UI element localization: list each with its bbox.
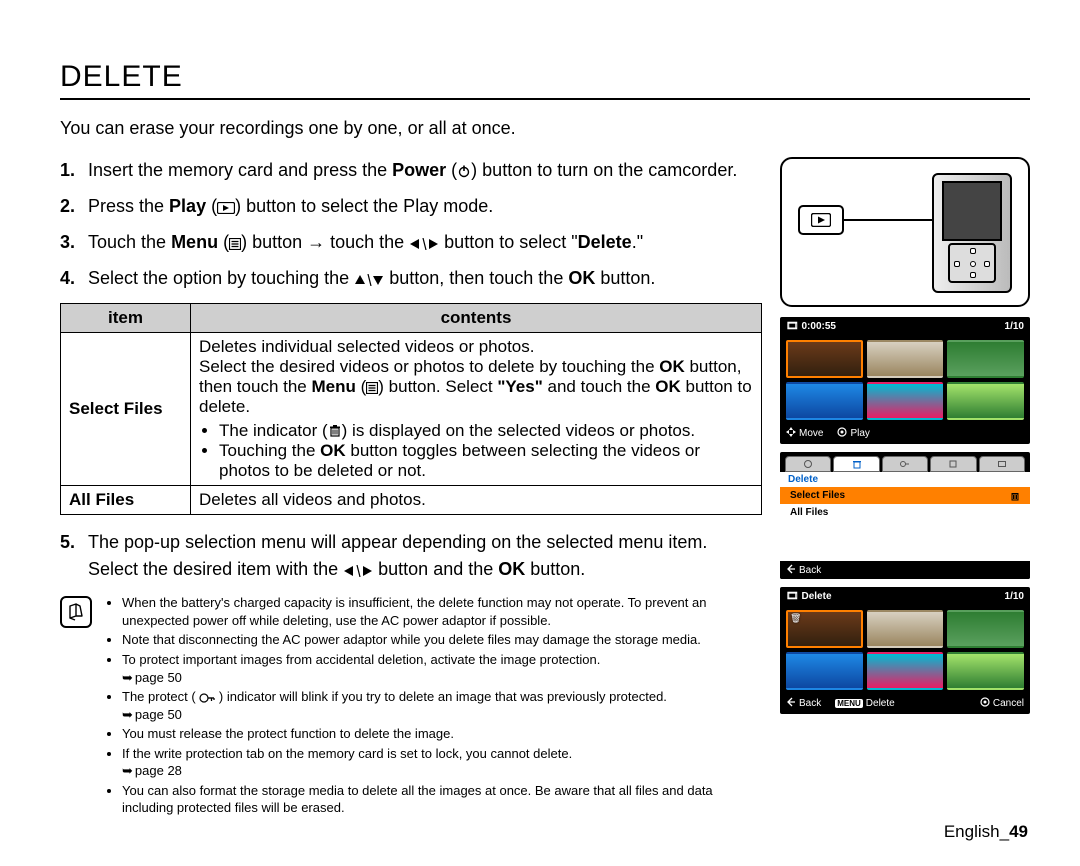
table-row: All Files Deletes all videos and photos. bbox=[61, 485, 762, 514]
up-down-icon bbox=[354, 274, 384, 286]
thumbnail-grid bbox=[780, 336, 1030, 424]
select-files-label: Select Files bbox=[61, 332, 191, 485]
thumbnail bbox=[947, 382, 1024, 420]
counter-text: 1/10 bbox=[1005, 591, 1024, 602]
table-row: Select Files Deletes individual selected… bbox=[61, 332, 762, 485]
menu-footer: Back bbox=[780, 561, 1030, 579]
thumbnail bbox=[786, 382, 863, 420]
menu-body: Select Files All Files bbox=[780, 487, 1030, 561]
header-item: item bbox=[61, 303, 191, 332]
all-files-label: All Files bbox=[61, 485, 191, 514]
play-button-callout bbox=[798, 205, 844, 235]
page-footer: English_49 bbox=[944, 822, 1028, 842]
thumbnail-grid: 🗑 bbox=[780, 606, 1030, 694]
thumbnail bbox=[947, 340, 1024, 378]
menu-tabs bbox=[780, 452, 1030, 472]
left-column: Insert the memory card and press the Pow… bbox=[60, 157, 762, 819]
callout-line bbox=[844, 219, 934, 221]
steps-list: Insert the memory card and press the Pow… bbox=[60, 157, 762, 293]
left-right-icon bbox=[409, 238, 439, 250]
right-column: 🎞 0:00:55 1/10 Move Play Delet bbox=[780, 157, 1030, 819]
dpad-icon bbox=[786, 427, 796, 437]
lcd-screen-delete: 🎞 Delete 1/10 🗑 Back MENUDelete Cancel bbox=[780, 587, 1030, 714]
menu-icon bbox=[366, 382, 378, 394]
menu-item-all-files: All Files bbox=[780, 504, 1030, 521]
table-header-row: item contents bbox=[61, 303, 762, 332]
options-table: item contents Select Files Deletes indiv… bbox=[60, 303, 762, 515]
play-mode-icon bbox=[217, 202, 235, 214]
ok-icon bbox=[980, 697, 990, 707]
step-4: Select the option by touching the button… bbox=[60, 265, 762, 293]
header-contents: contents bbox=[191, 303, 762, 332]
trash-icon bbox=[328, 424, 342, 438]
notes-block: When the battery's charged capacity is i… bbox=[60, 594, 762, 819]
step-5: The pop-up selection menu will appear de… bbox=[60, 529, 762, 585]
lcd-screen-menu: Delete Select Files All Files Back bbox=[780, 452, 1030, 579]
note-icon bbox=[60, 596, 92, 628]
cancel-hint: Cancel bbox=[980, 697, 1024, 709]
menu-tab bbox=[930, 456, 976, 472]
menu-badge: MENU bbox=[835, 699, 863, 708]
back-hint: Back bbox=[786, 697, 821, 709]
move-hint: Move bbox=[786, 427, 823, 439]
content-columns: Insert the memory card and press the Pow… bbox=[60, 157, 1030, 819]
thumbnail bbox=[867, 382, 944, 420]
back-icon bbox=[786, 564, 796, 574]
steps-list-2: The pop-up selection menu will appear de… bbox=[60, 529, 762, 585]
left-right-icon bbox=[343, 565, 373, 577]
delete-hint: MENUDelete bbox=[835, 698, 894, 709]
menu-icon bbox=[229, 238, 241, 250]
step-1: Insert the memory card and press the Pow… bbox=[60, 157, 762, 185]
page-title: DELETE bbox=[60, 60, 1030, 100]
notes-list: When the battery's charged capacity is i… bbox=[104, 594, 762, 819]
ok-icon bbox=[837, 427, 847, 437]
thumbnail bbox=[786, 652, 863, 690]
thumbnail: 🗑 bbox=[786, 610, 863, 648]
menu-tab bbox=[979, 456, 1025, 472]
intro-text: You can erase your recordings one by one… bbox=[60, 118, 1030, 139]
lcd-screen-thumbnails: 🎞 0:00:55 1/10 Move Play bbox=[780, 317, 1030, 444]
manual-page: DELETE You can erase your recordings one… bbox=[0, 0, 1080, 866]
menu-item-select-files: Select Files bbox=[780, 487, 1030, 504]
menu-tab-active bbox=[833, 456, 879, 472]
step-3: Touch the Menu () button → touch the but… bbox=[60, 229, 762, 257]
power-icon bbox=[457, 164, 471, 178]
film-icon: 🎞 0:00:55 bbox=[786, 321, 836, 332]
all-files-desc: Deletes all videos and photos. bbox=[191, 485, 762, 514]
counter-text: 1/10 bbox=[1005, 321, 1024, 332]
menu-tab bbox=[882, 456, 928, 472]
step-2: Press the Play () button to select the P… bbox=[60, 193, 762, 221]
menu-tab bbox=[785, 456, 831, 472]
thumbnail bbox=[867, 652, 944, 690]
camcorder-illustration bbox=[780, 157, 1030, 307]
thumbnail bbox=[867, 340, 944, 378]
play-hint: Play bbox=[837, 427, 869, 439]
select-files-desc: Deletes individual selected videos or ph… bbox=[191, 332, 762, 485]
thumbnail bbox=[947, 652, 1024, 690]
camcorder-body bbox=[932, 173, 1012, 293]
menu-title: Delete bbox=[780, 472, 1030, 487]
thumbnail bbox=[867, 610, 944, 648]
back-icon bbox=[786, 697, 796, 707]
thumbnail bbox=[786, 340, 863, 378]
trash-icon bbox=[1010, 491, 1020, 501]
film-icon: 🎞 Delete bbox=[786, 591, 832, 602]
protect-icon bbox=[199, 693, 215, 703]
thumbnail bbox=[947, 610, 1024, 648]
